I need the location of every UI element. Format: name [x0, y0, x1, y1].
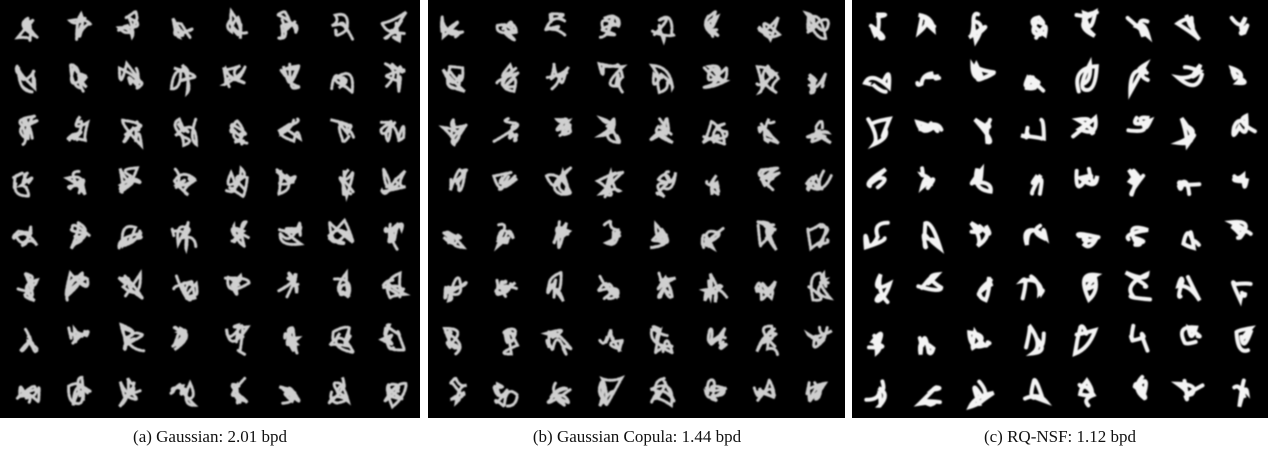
sample-grid — [0, 0, 420, 418]
digit-sample — [917, 122, 941, 131]
caption: (a) Gaussian: 2.01 bpd — [133, 427, 287, 446]
panels — [0, 0, 1268, 418]
sample-grid — [428, 0, 845, 418]
figure: (a) Gaussian: 2.01 bpd (b) Gaussian Copu… — [0, 0, 1268, 457]
page: (a) Gaussian: 2.01 bpd (b) Gaussian Copu… — [0, 0, 1268, 457]
digit-sample — [1084, 275, 1097, 300]
caption: (c) RQ-NSF: 1.12 bpd — [984, 427, 1137, 446]
sample-grid — [852, 0, 1268, 418]
caption: (b) Gaussian Copula: 1.44 bpd — [533, 427, 742, 446]
